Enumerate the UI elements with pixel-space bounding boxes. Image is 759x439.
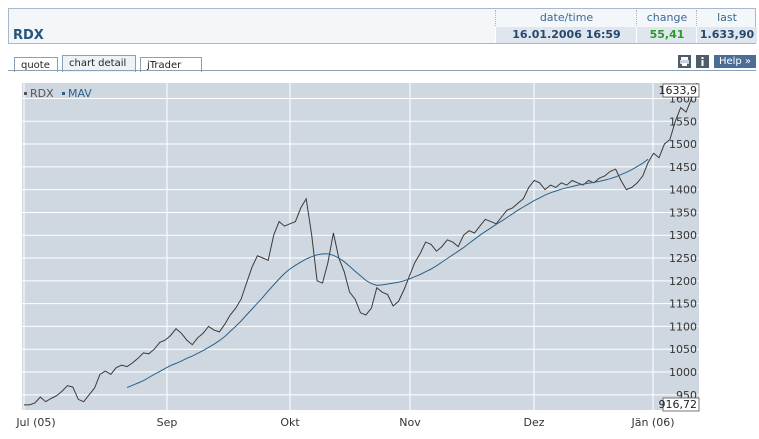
legend-item-mav: MAV bbox=[68, 87, 92, 100]
last-value: 1.633,90 bbox=[696, 27, 757, 43]
info-icon[interactable] bbox=[696, 55, 709, 68]
quote-header: RDX date/time change last 16.01.2006 16:… bbox=[8, 8, 757, 44]
y-tick-label: 1150 bbox=[669, 298, 697, 311]
plot-background bbox=[22, 83, 699, 410]
y-tick-label: 1300 bbox=[669, 229, 697, 242]
x-tick-label: Sep bbox=[157, 416, 178, 429]
help-button[interactable]: Help » bbox=[714, 55, 756, 68]
tab-jtrader[interactable]: jTrader bbox=[140, 57, 202, 72]
legend-marker bbox=[62, 92, 65, 95]
min-value-label-text: 916,72 bbox=[659, 398, 698, 411]
y-tick-label: 1350 bbox=[669, 206, 697, 219]
x-tick-label: Okt bbox=[280, 416, 300, 429]
y-tick-label: 1450 bbox=[669, 161, 697, 174]
change-value: 55,41 bbox=[636, 27, 697, 43]
x-tick-label: Dez bbox=[523, 416, 544, 429]
change-header: change bbox=[636, 10, 697, 26]
y-tick-label: 1100 bbox=[669, 320, 697, 333]
y-tick-label: 1400 bbox=[669, 184, 697, 197]
y-tick-label: 1000 bbox=[669, 366, 697, 379]
y-tick-label: 1500 bbox=[669, 138, 697, 151]
x-tick-label: Nov bbox=[399, 416, 421, 429]
grid-lines bbox=[22, 83, 699, 410]
legend-item-rdx: RDX bbox=[30, 87, 54, 100]
series-mav-line bbox=[126, 158, 649, 388]
tab-quote[interactable]: quote bbox=[14, 57, 58, 72]
chart-area: Jul (05) Sep Okt Nov Dez Jän (06) 950 1000 1050 1… bbox=[14, 75, 754, 435]
tab-divider bbox=[8, 70, 756, 71]
y-tick-label: 1550 bbox=[669, 115, 697, 128]
datetime-header: date/time bbox=[495, 10, 637, 26]
y-tick-label: 1200 bbox=[669, 275, 697, 288]
axis-labels: Jul (05) Sep Okt Nov Dez Jän (06)950100010501… bbox=[15, 83, 700, 429]
printer-icon[interactable] bbox=[678, 55, 691, 68]
series-lines bbox=[24, 82, 698, 406]
x-tick-label: Jän (06) bbox=[630, 416, 674, 429]
price-chart: Jul (05) Sep Okt Nov Dez Jän (06)950100010501… bbox=[15, 82, 700, 429]
chart-legend: RDX MAV bbox=[24, 87, 92, 100]
last-header: last bbox=[696, 10, 757, 26]
x-tick-label: Jul (05) bbox=[15, 416, 55, 429]
tab-chart-detail[interactable]: chart detail bbox=[62, 55, 136, 72]
max-value-label-text: 1633,9 bbox=[659, 84, 698, 97]
max-value-label: 1633,9 bbox=[659, 83, 700, 98]
symbol-label: RDX bbox=[13, 28, 44, 43]
y-tick-label: 1250 bbox=[669, 252, 697, 265]
min-value-label: 916,72 bbox=[659, 397, 700, 412]
y-tick-label: 1050 bbox=[669, 343, 697, 356]
datetime-value: 16.01.2006 16:59 bbox=[495, 27, 637, 43]
legend-marker bbox=[24, 92, 27, 95]
